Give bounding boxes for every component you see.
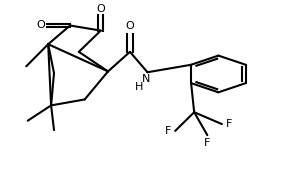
Text: F: F xyxy=(204,138,211,148)
Text: H: H xyxy=(135,82,143,92)
Text: O: O xyxy=(126,21,134,31)
Text: N: N xyxy=(142,74,150,84)
Text: O: O xyxy=(96,4,105,14)
Text: F: F xyxy=(165,126,172,136)
Text: F: F xyxy=(225,119,232,129)
Text: O: O xyxy=(36,21,45,30)
